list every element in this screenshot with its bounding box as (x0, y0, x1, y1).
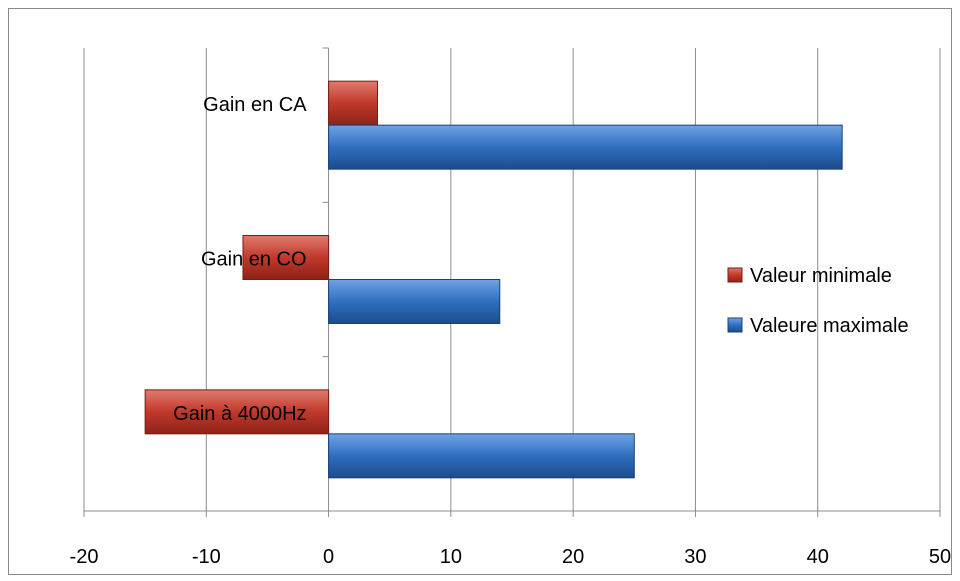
x-tick-label: 40 (807, 546, 829, 568)
category-label: Gain à 4000Hz (173, 403, 306, 425)
bar-min-1 (242, 235, 330, 280)
x-tick-label: -20 (70, 546, 99, 568)
bar-max-1 (328, 279, 501, 324)
bar-max-0 (328, 124, 843, 170)
legend-swatch-min (727, 267, 743, 283)
legend-label: Valeure maximale (750, 315, 909, 337)
x-tick-label: -10 (192, 546, 221, 568)
x-tick-labels: -20 -10 0 10 20 30 40 50 (70, 546, 952, 568)
legend-swatch-max (727, 317, 743, 333)
x-tick-label: 30 (684, 546, 706, 568)
bar-min-2 (144, 389, 330, 435)
x-tick-label: 20 (562, 546, 584, 568)
bars (144, 80, 843, 479)
bar-max-2 (328, 433, 635, 479)
x-tick-label: 10 (440, 546, 462, 568)
category-label: Gain en CO (201, 249, 307, 271)
x-tick-label: 0 (323, 546, 334, 568)
bar-min-0 (328, 80, 378, 126)
legend-label: Valeur minimale (750, 265, 892, 287)
x-tick-label: 50 (929, 546, 951, 568)
category-labels: Gain en CA Gain en CO Gain à 4000Hz (173, 94, 307, 425)
category-label: Gain en CA (203, 94, 307, 116)
legend: Valeur minimale Valeure maximale (727, 265, 909, 337)
